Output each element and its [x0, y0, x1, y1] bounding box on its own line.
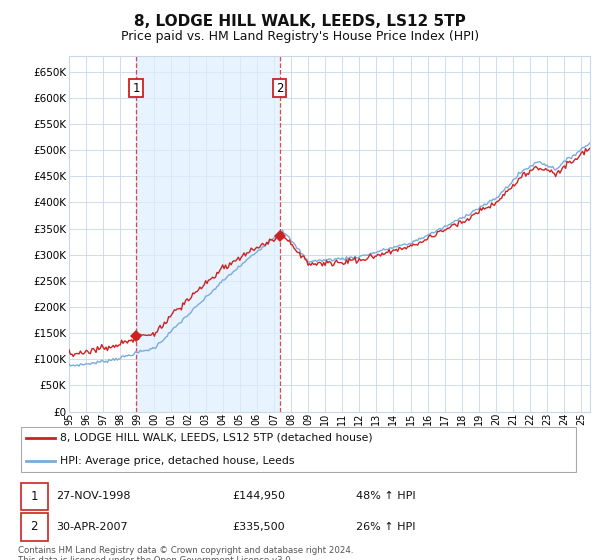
Text: Price paid vs. HM Land Registry's House Price Index (HPI): Price paid vs. HM Land Registry's House … — [121, 30, 479, 43]
Text: Contains HM Land Registry data © Crown copyright and database right 2024.
This d: Contains HM Land Registry data © Crown c… — [18, 546, 353, 560]
Text: 2: 2 — [31, 520, 38, 534]
Text: 8, LODGE HILL WALK, LEEDS, LS12 5TP: 8, LODGE HILL WALK, LEEDS, LS12 5TP — [134, 14, 466, 29]
FancyBboxPatch shape — [21, 427, 577, 472]
Text: 1: 1 — [31, 489, 38, 503]
Text: 8, LODGE HILL WALK, LEEDS, LS12 5TP (detached house): 8, LODGE HILL WALK, LEEDS, LS12 5TP (det… — [60, 432, 373, 442]
Text: 30-APR-2007: 30-APR-2007 — [56, 522, 128, 532]
Text: 2: 2 — [276, 82, 283, 95]
FancyBboxPatch shape — [21, 514, 48, 540]
FancyBboxPatch shape — [21, 483, 48, 510]
Text: 26% ↑ HPI: 26% ↑ HPI — [356, 522, 416, 532]
Text: £335,500: £335,500 — [232, 522, 285, 532]
Bar — [136, 56, 280, 412]
Text: 27-NOV-1998: 27-NOV-1998 — [56, 491, 131, 501]
Text: 1: 1 — [132, 82, 140, 95]
Text: 48% ↑ HPI: 48% ↑ HPI — [356, 491, 416, 501]
Text: £144,950: £144,950 — [232, 491, 286, 501]
Text: HPI: Average price, detached house, Leeds: HPI: Average price, detached house, Leed… — [60, 456, 295, 466]
